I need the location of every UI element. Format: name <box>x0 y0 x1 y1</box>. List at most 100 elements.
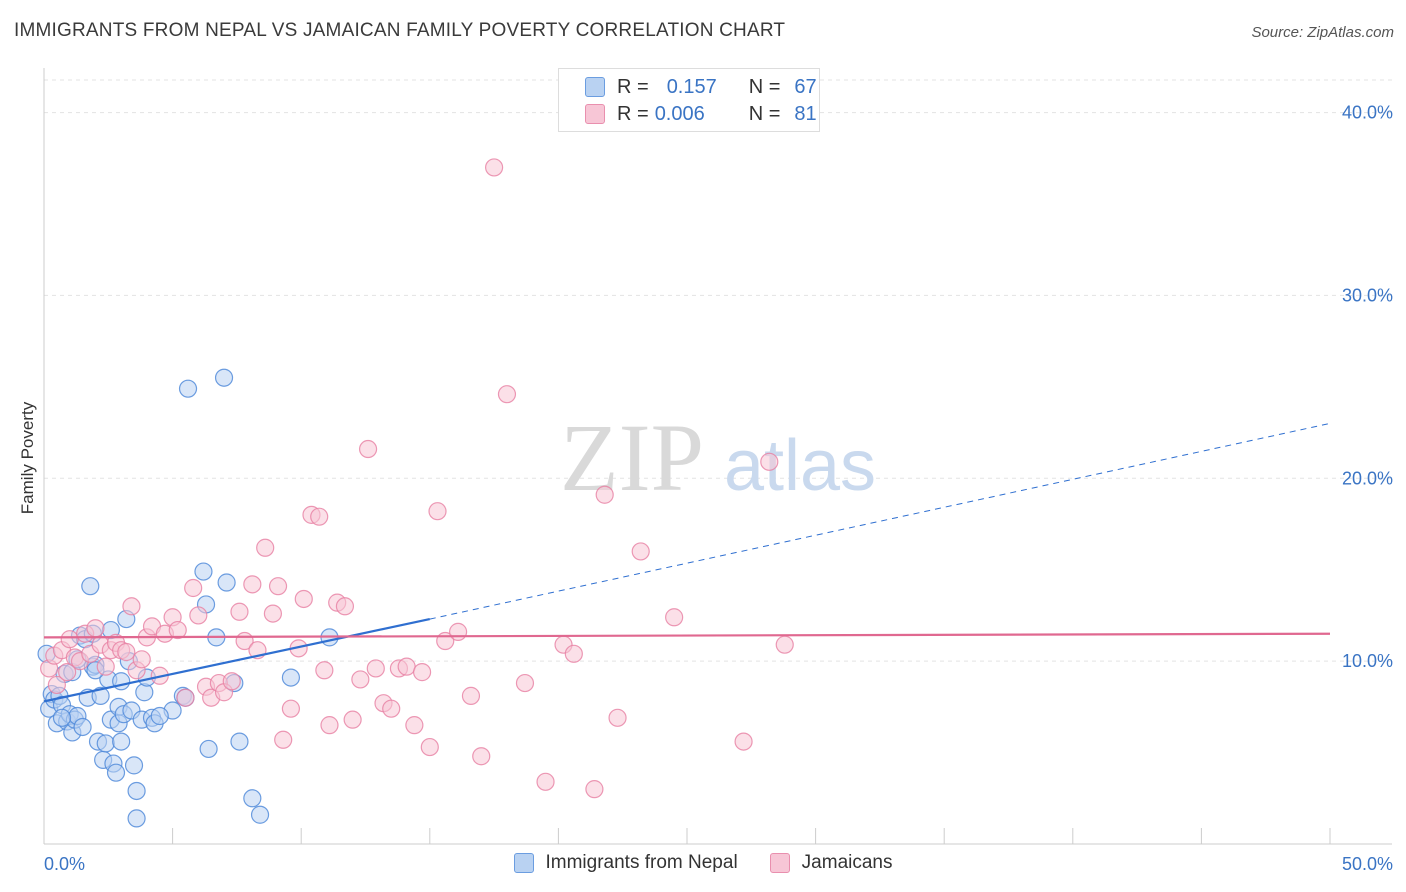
jamaican-point <box>595 485 614 504</box>
jamaican-point <box>294 589 313 609</box>
jamaican-point <box>405 716 424 735</box>
nepal-point <box>127 809 146 828</box>
source-label: Source: ZipAtlas.com <box>1251 24 1394 41</box>
nepal-point <box>106 763 126 782</box>
jamaican-point <box>184 578 203 598</box>
legend-label-jamaicans: Jamaicans <box>801 852 893 873</box>
jamaican-point <box>310 507 329 526</box>
watermark-zip: ZIP <box>560 404 704 511</box>
jamaican-point <box>351 670 370 689</box>
jamaican-point <box>420 737 439 757</box>
jamaican-point <box>536 772 555 791</box>
jamaican-point <box>775 635 794 654</box>
jamaican-point <box>472 747 491 766</box>
jamaican-point <box>485 158 504 177</box>
legend-r-label: R = <box>617 75 649 98</box>
jamaican-point <box>268 577 288 596</box>
legend-swatch-jamaicans <box>769 853 790 873</box>
jamaican-point <box>366 659 385 678</box>
jamaican-point <box>86 619 105 638</box>
jamaican-point <box>132 650 151 669</box>
jamaican-point <box>335 597 355 616</box>
jamaican-point <box>58 663 77 682</box>
y-tick-label: 20.0% <box>1342 468 1393 488</box>
nepal-point <box>81 577 100 596</box>
jamaican-point <box>564 644 583 663</box>
nepal-point <box>150 706 169 726</box>
nepal-point <box>73 717 92 737</box>
legend-r-value-jamaicans: 0.006 <box>654 102 705 125</box>
jamaican-point <box>47 675 66 695</box>
jamaican-point <box>382 699 401 718</box>
jamaican-point <box>428 502 447 521</box>
stats-legend: R = 0.157 N = 67 R = 0.006 N = 81 <box>558 68 820 132</box>
chart-title: IMMIGRANTS FROM NEPAL VS JAMAICAN FAMILY… <box>14 20 786 41</box>
y-tick-label: 10.0% <box>1342 651 1393 671</box>
nepal-point <box>243 789 262 808</box>
y-tick-label: 30.0% <box>1342 285 1393 305</box>
y-axis-label: Family Poverty <box>18 401 37 515</box>
legend-n-value-jamaicans: 81 <box>794 102 817 125</box>
nepal-point <box>230 732 249 751</box>
jamaican-point <box>60 630 79 649</box>
legend-r-label: R = <box>617 102 649 125</box>
nepal-point <box>281 668 301 687</box>
jamaican-point <box>585 780 604 799</box>
jamaican-point <box>230 602 249 621</box>
jamaican-point <box>608 708 627 727</box>
legend-row-jamaicans: R = 0.006 N = 81 <box>585 101 817 127</box>
nepal-point <box>250 805 270 824</box>
nepal-point <box>96 734 115 753</box>
nepal-point <box>214 368 234 387</box>
jamaican-point <box>117 642 136 662</box>
nepal-point <box>124 756 144 775</box>
legend-swatch-jamaicans <box>585 104 605 124</box>
legend-n-label: N = <box>748 75 781 98</box>
x-tick-label: 50.0% <box>1342 854 1393 874</box>
y-tick-label: 40.0% <box>1342 103 1393 123</box>
jamaican-point <box>96 657 115 676</box>
nepal-point <box>127 781 146 801</box>
jamaican-point <box>315 661 334 680</box>
legend-swatch-nepal <box>513 853 534 873</box>
nepal-point <box>199 739 218 759</box>
jamaican-point <box>760 452 779 471</box>
series-legend: Immigrants from Nepal Jamaicans <box>0 852 1406 874</box>
nepal-point <box>91 686 110 705</box>
nepal-trend-line <box>43 618 431 703</box>
jamaican-point <box>461 686 481 705</box>
nepal-point <box>178 379 198 398</box>
jamaican-point <box>189 606 208 625</box>
legend-row-nepal: R = 0.157 N = 67 <box>585 74 817 100</box>
jamaican-point <box>222 672 241 691</box>
legend-n-label: N = <box>748 102 781 125</box>
legend-item-nepal[interactable]: Immigrants from Nepal <box>513 852 738 874</box>
nepal-point <box>217 573 236 592</box>
jamaican-trend-line <box>43 632 1331 639</box>
jamaican-point <box>497 385 517 404</box>
watermark-atlas: atlas <box>724 426 876 506</box>
jamaican-point <box>631 542 650 561</box>
x-tick-label: 0.0% <box>44 854 85 874</box>
jamaican-point <box>168 620 187 640</box>
jamaican-point <box>122 597 141 616</box>
jamaican-point <box>397 657 416 676</box>
jamaican-point <box>343 710 362 729</box>
nepal-point <box>52 708 72 727</box>
legend-swatch-nepal <box>585 77 605 97</box>
jamaican-point <box>412 663 432 682</box>
jamaican-point <box>274 730 293 749</box>
legend-n-value-nepal: 67 <box>794 75 817 98</box>
jamaican-point <box>320 716 339 735</box>
jamaican-point <box>243 575 262 594</box>
nepal-point <box>194 562 213 581</box>
nepal-point <box>112 732 131 751</box>
legend-r-value-nepal: 0.157 <box>666 75 717 98</box>
legend-item-jamaicans[interactable]: Jamaicans <box>769 852 893 874</box>
legend-label-nepal: Immigrants from Nepal <box>545 852 738 873</box>
jamaican-point <box>358 439 378 459</box>
jamaican-point <box>734 732 753 751</box>
jamaican-point <box>256 538 275 557</box>
jamaican-point <box>281 699 301 718</box>
